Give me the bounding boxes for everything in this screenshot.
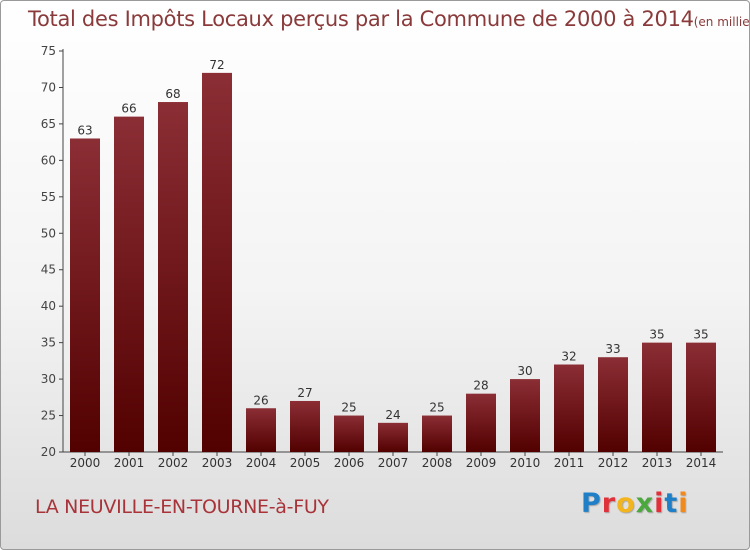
data-label: 24: [385, 408, 400, 422]
y-tick-label: 60: [41, 153, 56, 167]
data-label: 63: [77, 123, 92, 137]
x-tick-label: 2013: [642, 456, 673, 470]
x-tick-label: 2005: [290, 456, 321, 470]
y-tick-label: 45: [41, 263, 56, 277]
y-tick-label: 55: [41, 190, 56, 204]
data-label: 27: [297, 386, 312, 400]
y-tick-label: 20: [41, 445, 56, 459]
logo-letter: P: [581, 488, 602, 519]
data-label: 35: [649, 328, 664, 342]
bar: [378, 422, 408, 452]
x-tick-label: 2010: [510, 456, 541, 470]
y-tick-label: 75: [41, 44, 56, 58]
bar: [70, 138, 100, 452]
logo-letter: r: [601, 488, 617, 519]
bar: [422, 415, 452, 452]
data-label: 25: [429, 401, 444, 415]
x-tick-label: 2011: [554, 456, 585, 470]
bar: [158, 102, 188, 452]
y-tick-label: 40: [41, 299, 56, 313]
logo-letter: o: [616, 488, 636, 519]
bar: [686, 342, 716, 452]
y-tick-label: 30: [41, 372, 56, 386]
data-label: 35: [693, 328, 708, 342]
y-tick-label: 70: [41, 80, 56, 94]
x-tick-label: 2014: [686, 456, 717, 470]
chart-title: Total des Impôts Locaux perçus par la Co…: [28, 7, 750, 31]
data-label: 25: [341, 401, 356, 415]
bar: [334, 415, 364, 452]
logo-letter: i: [654, 488, 665, 519]
x-tick-label: 2004: [246, 456, 277, 470]
bar: [554, 364, 584, 452]
bar: [642, 342, 672, 452]
proxiti-logo[interactable]: Proxiti: [581, 488, 689, 519]
x-tick-label: 2012: [598, 456, 629, 470]
x-tick-label: 2003: [202, 456, 233, 470]
data-label: 66: [121, 102, 136, 116]
data-label: 33: [605, 342, 620, 356]
data-label: 68: [165, 87, 180, 101]
data-label: 30: [517, 364, 532, 378]
x-tick-label: 2002: [158, 456, 189, 470]
data-label: 72: [209, 58, 224, 72]
bar: [114, 116, 144, 453]
x-tick-label: 2000: [70, 456, 101, 470]
chart-title-text: Total des Impôts Locaux perçus par la Co…: [28, 7, 694, 31]
y-tick-label: 65: [41, 117, 56, 131]
data-label: 28: [473, 379, 488, 393]
logo-letter: i: [678, 488, 689, 519]
y-tick-label: 25: [41, 409, 56, 423]
chart-unit: (en milliers d'€): [693, 15, 750, 29]
logo-letter: t: [664, 488, 679, 519]
x-tick-label: 2006: [334, 456, 365, 470]
x-tick-label: 2008: [422, 456, 453, 470]
bar: [290, 400, 320, 452]
logo-letter: x: [635, 488, 655, 519]
bar: [202, 72, 232, 452]
y-tick-label: 35: [41, 336, 56, 350]
bar: [466, 393, 496, 452]
data-label: 26: [253, 393, 268, 407]
x-tick-label: 2009: [466, 456, 497, 470]
bar: [510, 379, 540, 452]
x-tick-label: 2001: [114, 456, 145, 470]
y-tick-label: 50: [41, 226, 56, 240]
data-label: 32: [561, 350, 576, 364]
bar: [598, 357, 628, 452]
bar: [246, 408, 276, 452]
commune-name: LA NEUVILLE-EN-TOURNE-à-FUY: [35, 496, 329, 518]
x-tick-label: 2007: [378, 456, 409, 470]
